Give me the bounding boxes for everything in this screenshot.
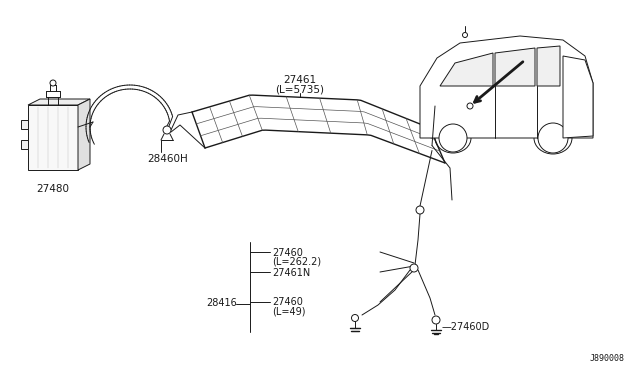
Polygon shape bbox=[440, 53, 493, 86]
Text: 27460: 27460 bbox=[272, 248, 303, 258]
Bar bbox=[21, 120, 28, 129]
Text: (L=5735): (L=5735) bbox=[275, 84, 324, 94]
Circle shape bbox=[50, 80, 56, 86]
Text: 28416: 28416 bbox=[206, 298, 237, 308]
Circle shape bbox=[467, 103, 473, 109]
Circle shape bbox=[410, 264, 418, 272]
Text: 27480: 27480 bbox=[36, 184, 69, 194]
Text: 27461: 27461 bbox=[284, 75, 317, 85]
Polygon shape bbox=[495, 48, 535, 86]
Text: —27460D: —27460D bbox=[442, 322, 490, 332]
Polygon shape bbox=[563, 56, 593, 138]
Polygon shape bbox=[537, 46, 560, 86]
Polygon shape bbox=[28, 99, 90, 105]
Polygon shape bbox=[28, 105, 78, 170]
Circle shape bbox=[351, 314, 358, 321]
Bar bbox=[21, 140, 28, 149]
Text: (L=49): (L=49) bbox=[272, 306, 305, 316]
Circle shape bbox=[538, 123, 568, 153]
Text: 27460: 27460 bbox=[272, 297, 303, 307]
Polygon shape bbox=[78, 99, 90, 170]
Circle shape bbox=[432, 316, 440, 324]
Polygon shape bbox=[192, 95, 445, 163]
Circle shape bbox=[463, 32, 467, 38]
Text: J890008: J890008 bbox=[590, 354, 625, 363]
Text: 27461N: 27461N bbox=[272, 268, 310, 278]
Text: (L=262.2): (L=262.2) bbox=[272, 257, 321, 267]
Text: 28460H: 28460H bbox=[147, 154, 188, 164]
Circle shape bbox=[416, 206, 424, 214]
Circle shape bbox=[439, 124, 467, 152]
Circle shape bbox=[163, 126, 171, 134]
Polygon shape bbox=[420, 36, 593, 138]
